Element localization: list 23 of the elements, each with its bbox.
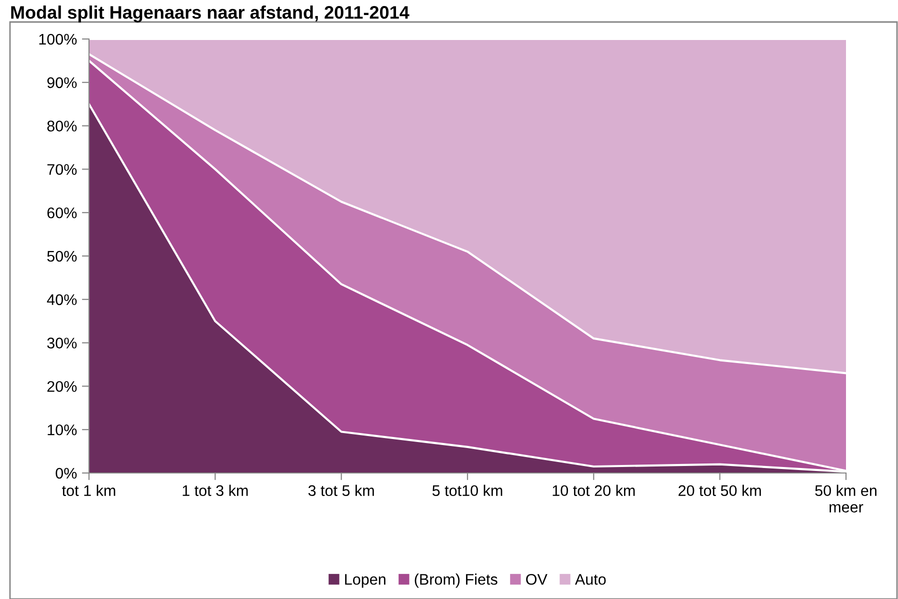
x-tick-label: 5 tot10 km [432, 484, 502, 496]
x-tick-label: 50 km en meer [815, 484, 876, 512]
x-tick-label: 1 tot 3 km [182, 484, 248, 496]
legend-label: OV [526, 574, 548, 585]
x-tick-label: 20 tot 50 km [678, 484, 761, 496]
y-tick-label: 90% [47, 77, 77, 88]
y-tick-label: 60% [47, 207, 77, 218]
y-tick-label: 0% [56, 468, 77, 479]
x-tick-label: 10 tot 20 km [552, 484, 635, 496]
y-tick-label: 100% [39, 34, 77, 45]
y-tick-label: 20% [47, 381, 77, 392]
y-tick-label: 30% [47, 338, 77, 348]
x-tick-label: tot 1 km [62, 484, 116, 496]
legend-label: (Brom) Fiets [414, 574, 498, 588]
chart-title: Modal split Hagenaars naar afstand, 2011-2014 [11, 6, 410, 22]
y-tick-label: 40% [46, 294, 77, 306]
x-tick-label: 3 tot 5 km [308, 484, 374, 496]
legend-label: Lopen [345, 574, 386, 588]
legend-label: Auto [574, 574, 606, 585]
y-tick-label: 70% [47, 164, 77, 175]
y-tick-label: 80% [47, 120, 77, 132]
y-tick-label: 50% [47, 250, 77, 262]
y-tick-label: 10% [48, 424, 77, 436]
